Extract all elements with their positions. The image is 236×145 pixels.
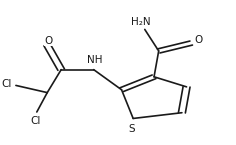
Text: NH: NH [87, 55, 103, 65]
Text: S: S [129, 124, 135, 134]
Text: Cl: Cl [30, 116, 41, 126]
Text: O: O [194, 35, 202, 45]
Text: Cl: Cl [1, 79, 12, 89]
Text: O: O [44, 36, 53, 46]
Text: H₂N: H₂N [131, 17, 151, 27]
